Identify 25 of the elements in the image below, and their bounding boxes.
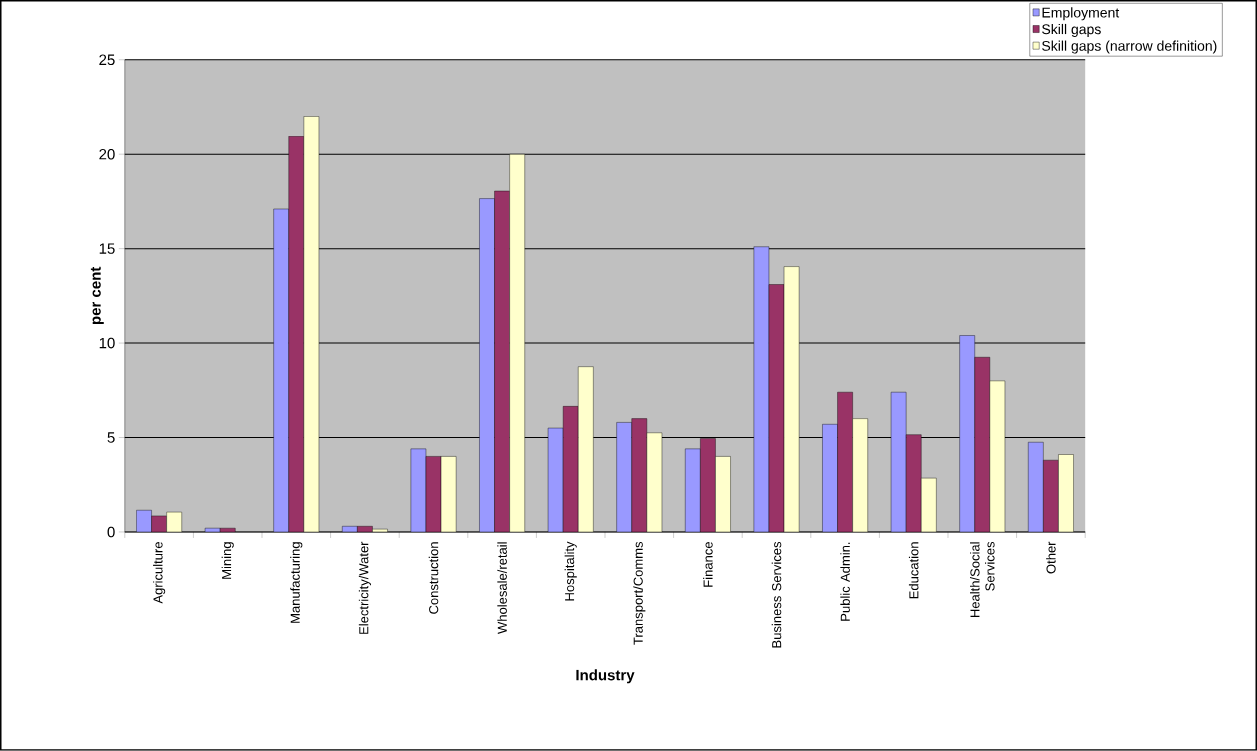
y-tick-label: 0 [107, 526, 115, 538]
y-tick-label: 5 [107, 432, 115, 443]
y-tick-label: 20 [99, 149, 115, 160]
x-tick-label: Hospitality [564, 541, 577, 601]
y-axis-title: per cent [90, 266, 104, 325]
x-tick-label: Education [908, 542, 919, 599]
x-tick-label: Electricity/Water [358, 541, 371, 634]
legend-label: Employment [1042, 7, 1120, 21]
y-tick-label: 10 [99, 337, 115, 349]
y-tick-label: 15 [99, 243, 115, 254]
y-tick-label: 25 [99, 54, 115, 66]
x-tick-label: Business Services [771, 542, 782, 648]
x-tick-label: Manufacturing [290, 542, 303, 623]
legend-label: Skill gaps [1042, 24, 1101, 38]
x-tick-label: Construction [428, 542, 439, 614]
x-tick-label: Transport/Comms [633, 542, 646, 645]
x-tick-label: Public Admin. [840, 542, 850, 621]
x-tick-label: Health/Social Services [970, 542, 995, 618]
x-tick-label: Finance [703, 542, 713, 587]
x-tick-label: Other [1046, 541, 1056, 574]
x-axis-title: Industry [576, 669, 635, 684]
x-tick-label: Agriculture [153, 542, 166, 604]
x-tick-label: Wholesale/retail [497, 542, 507, 635]
x-tick-label: Mining [221, 542, 234, 579]
legend-label: Skill gaps (narrow definition) [1042, 40, 1217, 54]
